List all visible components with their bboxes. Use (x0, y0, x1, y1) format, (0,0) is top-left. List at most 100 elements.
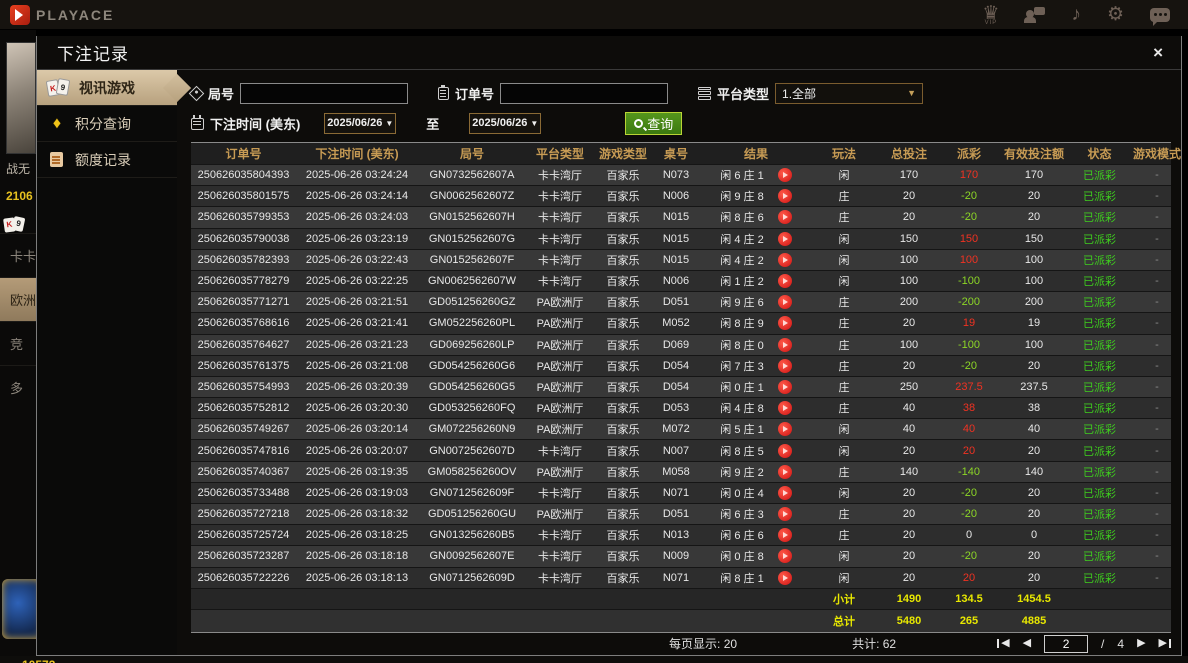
order-input[interactable] (500, 82, 669, 104)
table-row: 250626035754993 2025-06-26 03:20:39 GD05… (191, 376, 1171, 399)
cell-bet-time: 2025-06-26 03:18:25 (305, 529, 409, 542)
cell-valid-bet: 20 (1027, 190, 1041, 203)
cell-total-bet: 20 (902, 571, 916, 584)
replay-play-icon[interactable] (777, 358, 792, 373)
result-text: 闲 8 庄 0 (720, 339, 764, 352)
cell-play-type: 闲 (838, 170, 850, 183)
lobby-nav-item[interactable]: 卡卡 (0, 233, 36, 277)
cell-game-type: 百家乐 (606, 551, 640, 564)
replay-play-icon[interactable] (777, 570, 792, 585)
replay-play-icon[interactable] (777, 401, 792, 416)
cell-table-number: D054 (662, 359, 690, 372)
cell-play-type: 庄 (838, 360, 850, 373)
result-text: 闲 8 庄 6 (720, 212, 764, 225)
cell-platform-type: 卡卡湾厅 (538, 530, 582, 543)
replay-play-icon[interactable] (777, 231, 792, 246)
cell-order-number: 250626035771271 (197, 296, 290, 309)
cell-game-type: 百家乐 (606, 212, 640, 225)
replay-play-icon[interactable] (777, 485, 792, 500)
search-button[interactable]: 查询 (625, 111, 683, 135)
lobby-nav-item[interactable]: 多 (0, 365, 36, 409)
cell-table-number: M052 (662, 317, 690, 330)
cell-order-number: 250626035754993 (197, 380, 290, 393)
cell-game-mode: - (1155, 380, 1159, 393)
cell-status: 已派彩 (1083, 424, 1116, 437)
cell-round-number: GN0062562607Z (429, 190, 515, 203)
first-page-button[interactable]: ◀ (996, 637, 1010, 650)
cell-payout: 0 (965, 529, 973, 542)
cell-round-number: GN0092562607E (429, 550, 515, 563)
cell-status: 已派彩 (1083, 318, 1116, 331)
replay-play-icon[interactable] (777, 507, 792, 522)
cell-order-number: 250626035761375 (197, 359, 290, 372)
cell-platform-type: PA欧洲厅 (536, 339, 584, 352)
vip-crown-icon[interactable]: ♛ VIP (982, 2, 1000, 26)
total-valid: 4885 (1021, 614, 1047, 627)
replay-play-icon[interactable] (777, 295, 792, 310)
vip-label: VIP (984, 19, 998, 26)
bet-records-table: 订单号 下注时间 (美东) 局号 平台类型 游戏类型 桌号 结果 玩法 总投注 … (191, 142, 1181, 633)
replay-play-icon[interactable] (777, 379, 792, 394)
table-row: 250626035799353 2025-06-26 03:24:03 GN01… (191, 207, 1171, 229)
cell-total-bet: 100 (899, 338, 919, 351)
round-input[interactable] (240, 82, 409, 104)
cell-game-mode: - (1155, 465, 1159, 478)
platform-select[interactable]: 1.全部 ▼ (775, 82, 924, 104)
last-page-button[interactable]: ▶ (1158, 637, 1172, 650)
replay-play-icon[interactable] (777, 316, 792, 331)
cell-game-mode: - (1155, 211, 1159, 224)
cell-table-number: N071 (662, 486, 690, 499)
app-logo: PLAYACE (10, 4, 114, 25)
lobby-bottom-number: 10573 (22, 659, 55, 663)
date-to-picker[interactable]: 2025/06/26 ▼ (469, 112, 542, 134)
settings-gear-icon[interactable]: ⚙ (1106, 4, 1124, 25)
page-number-input[interactable] (1044, 634, 1089, 653)
prev-page-button[interactable]: ◀ (1022, 637, 1032, 650)
lobby-nav-item[interactable]: 竞 (0, 321, 36, 365)
cell-order-number: 250626035722226 (197, 571, 290, 584)
cell-total-bet: 20 (902, 359, 916, 372)
replay-play-icon[interactable] (777, 528, 792, 543)
replay-play-icon[interactable] (777, 422, 792, 437)
lobby-nav-item-active[interactable]: 欧洲 (0, 277, 36, 321)
cell-game-mode: - (1155, 317, 1159, 330)
close-icon[interactable]: × (1153, 42, 1163, 62)
per-page-label: 每页显示: 20 (669, 637, 738, 652)
cell-round-number: GN0152562607H (429, 211, 515, 224)
replay-play-icon[interactable] (777, 464, 792, 479)
replay-play-icon[interactable] (777, 443, 792, 458)
tab-quota-records[interactable]: 额度记录 (37, 142, 177, 178)
cell-order-number: 250626035778279 (197, 275, 290, 288)
replay-play-icon[interactable] (777, 168, 792, 183)
replay-play-icon[interactable] (777, 549, 792, 564)
chat-bubble-icon[interactable] (1150, 7, 1170, 26)
cell-round-number: GD051256260GZ (428, 296, 516, 309)
result-text: 闲 9 庄 8 (720, 191, 764, 204)
user-avatar[interactable] (6, 42, 36, 154)
next-page-button[interactable]: ▶ (1137, 637, 1146, 650)
cell-valid-bet: 170 (1024, 169, 1044, 182)
cell-order-number: 250626035768616 (197, 317, 290, 330)
cell-platform-type: PA欧洲厅 (536, 466, 584, 479)
cell-bet-time: 2025-06-26 03:24:03 (305, 211, 409, 224)
to-label: 至 (426, 116, 440, 132)
cell-play-type: 闲 (838, 551, 850, 564)
tab-points-query[interactable]: ♦ 积分查询 (37, 106, 177, 142)
cell-total-bet: 250 (899, 380, 919, 393)
total-payout: 265 (959, 614, 979, 627)
replay-play-icon[interactable] (777, 210, 792, 225)
cell-status: 已派彩 (1083, 276, 1116, 289)
cell-table-number: M072 (662, 423, 690, 436)
cell-game-type: 百家乐 (606, 339, 640, 352)
music-icon[interactable]: ♪ (1071, 4, 1081, 25)
promo-banner[interactable] (2, 579, 36, 639)
replay-play-icon[interactable] (777, 189, 792, 204)
replay-play-icon[interactable] (777, 274, 792, 289)
replay-play-icon[interactable] (777, 337, 792, 352)
col-header: 结果 (743, 147, 768, 161)
replay-play-icon[interactable] (777, 252, 792, 267)
date-from-picker[interactable]: 2025/06/26 ▼ (324, 112, 397, 134)
customer-service-icon[interactable] (1024, 6, 1046, 23)
cell-total-bet: 20 (902, 190, 916, 203)
